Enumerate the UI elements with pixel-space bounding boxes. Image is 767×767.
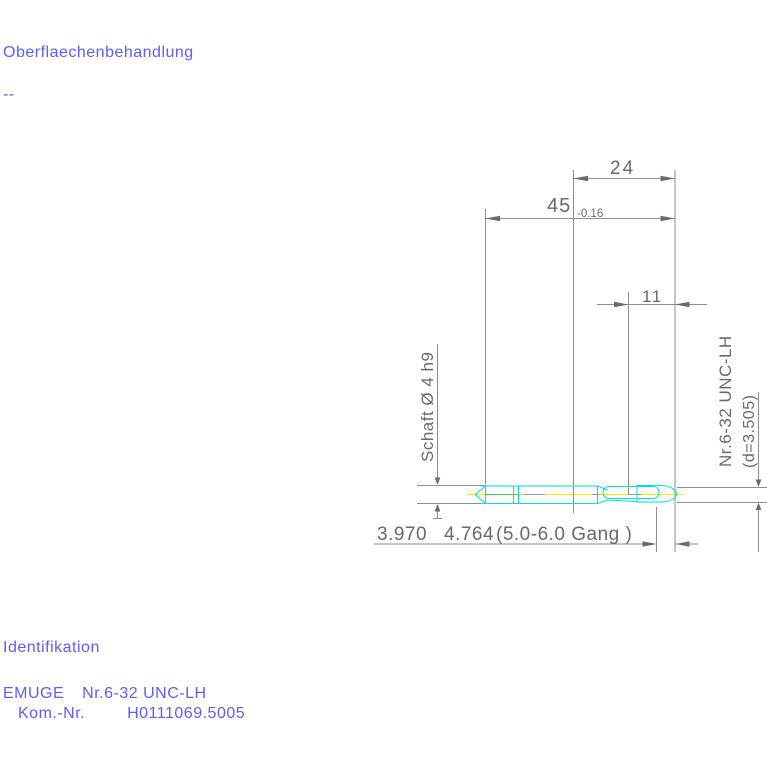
dim-text-45: 45 [547,195,571,217]
label-thread-designation: Nr.6-32 UNC-LH [716,335,735,467]
arrow-chamfer-left [642,541,657,547]
flute-outline [602,486,660,499]
surface-treatment-value: -- [3,86,15,103]
brand-name: EMUGE [3,685,65,702]
tool-type: Nr.6-32 UNC-LH [82,685,207,702]
dim-text-45-tolerance: -0.16 [577,208,603,220]
arrow-shank-up [434,504,441,512]
extension-lines [374,170,767,552]
neck-taper-bottom [597,499,608,504]
thread-point-outline [636,485,678,503]
end-chamfer-top [474,485,486,495]
dimension-arrowheads [434,175,762,547]
tap-tool-outline [467,485,683,504]
commission-number-label: Kom.-Nr. [18,705,86,722]
arrow-thread-down [755,479,762,487]
label-shank-diameter: Schaft Ø 4 h9 [418,352,437,462]
arrow-45-right [660,215,675,222]
neck-bottom-edge [607,499,638,502]
dim-text-core-diameter: 3.970 [377,524,427,545]
identification-line1: EMUGE Nr.6-32 UNC-LH [3,685,207,703]
arrow-24-left [573,175,588,182]
dim-text-24: 24 [610,158,635,179]
arrow-chamfer-right [675,541,690,547]
arrow-shank-down [434,477,441,485]
neck-taper-top [597,485,608,491]
arrow-11-right [675,301,690,308]
arrow-11-left [614,301,629,308]
identification-line2: Kom.-Nr. H0111069.5005 [18,705,245,723]
arrow-45-left [485,215,500,222]
dim-text-11: 11 [642,287,663,306]
arrow-thread-up [755,502,762,510]
end-chamfer-bottom [474,494,486,504]
commission-number-value: H0111069.5005 [127,705,246,722]
label-thread-diameter: (d=3.505) [741,395,758,468]
tool-body [474,485,678,504]
dim-text-chamfer-length: 4.764 [444,524,494,545]
arrow-24-right [660,175,675,182]
surface-treatment-label: Oberflaechenbehandlung [3,44,194,61]
identification-label: Identifikation [3,639,100,656]
dim-text-chamfer-note: (5.0-6.0 Gang ) [496,524,632,545]
